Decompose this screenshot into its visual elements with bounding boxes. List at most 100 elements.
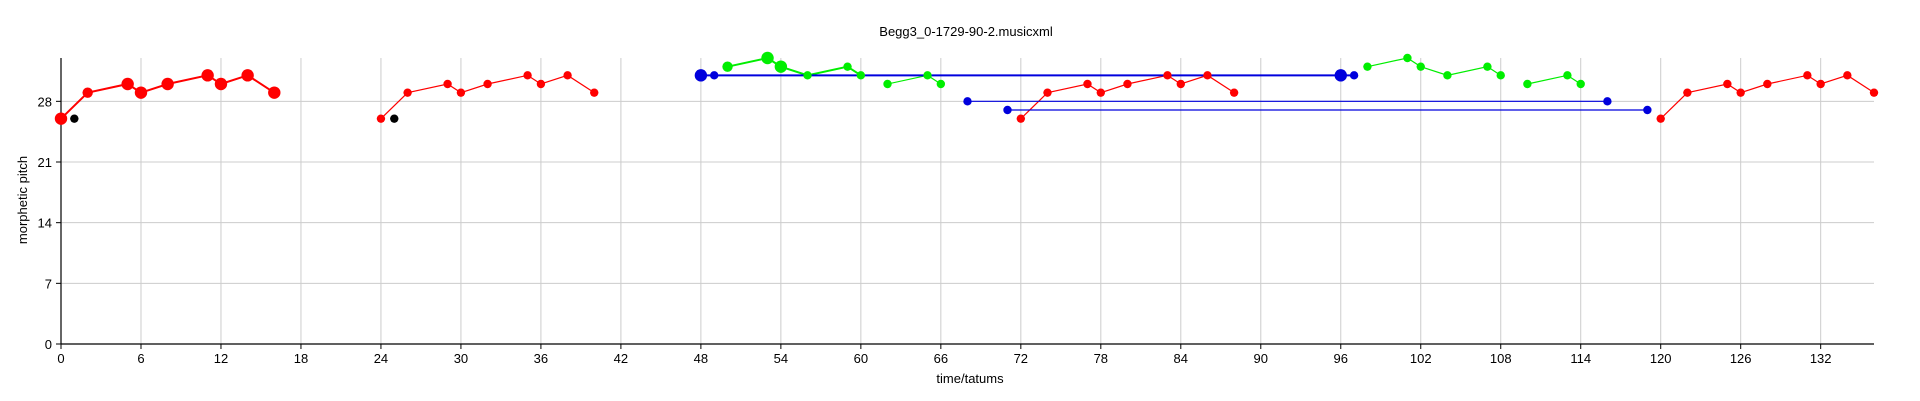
- data-point-green: [1363, 62, 1372, 71]
- series-points: [54, 51, 1879, 125]
- data-point-green: [761, 51, 774, 65]
- data-point-black: [390, 114, 399, 123]
- x-tick-label: 96: [1334, 351, 1348, 366]
- data-point-red: [121, 77, 134, 91]
- data-point-green: [883, 79, 892, 89]
- x-tick-label: 90: [1254, 351, 1268, 366]
- data-point-black: [70, 114, 79, 123]
- data-point-red: [1869, 88, 1879, 97]
- data-point-red: [483, 79, 492, 89]
- data-point-green: [1576, 79, 1585, 89]
- data-point-red: [1043, 88, 1052, 97]
- data-point-red: [1203, 71, 1212, 80]
- x-tick-label: 6: [137, 351, 144, 366]
- data-point-green: [803, 71, 812, 80]
- y-tick-label: 28: [38, 94, 52, 109]
- data-point-green: [856, 71, 866, 80]
- series-line-green: [1367, 57, 1502, 76]
- data-point-red: [1803, 71, 1812, 80]
- data-point-red: [241, 69, 254, 82]
- data-point-green: [1523, 79, 1532, 89]
- data-point-red: [1816, 79, 1825, 89]
- axes: [56, 58, 1874, 349]
- data-point-green: [923, 71, 932, 80]
- data-point-green: [1496, 71, 1505, 80]
- data-point-red: [1843, 71, 1852, 80]
- data-point-blue: [963, 97, 972, 106]
- data-point-red: [563, 71, 572, 80]
- data-point-red: [82, 87, 93, 98]
- x-tick-label: 132: [1810, 351, 1832, 366]
- data-point-red: [1229, 88, 1239, 97]
- data-point-red: [268, 86, 281, 99]
- x-tick-label: 108: [1490, 351, 1512, 366]
- data-point-green: [774, 60, 788, 73]
- x-tick-label: 42: [614, 351, 628, 366]
- data-point-blue: [1003, 105, 1012, 115]
- x-tick-label: 126: [1730, 351, 1752, 366]
- y-tick-label: 0: [45, 337, 52, 352]
- data-point-red: [1163, 71, 1172, 80]
- x-tick-label: 24: [374, 351, 388, 366]
- x-tick-label: 30: [454, 351, 468, 366]
- data-point-red: [201, 69, 214, 82]
- x-tick-label: 72: [1014, 351, 1028, 366]
- x-tick-label: 18: [294, 351, 308, 366]
- x-tick-label: 84: [1174, 351, 1188, 366]
- data-point-blue: [1603, 97, 1612, 106]
- x-tick-label: 60: [854, 351, 868, 366]
- x-tick-label: 114: [1570, 351, 1591, 366]
- y-tick-label: 7: [45, 276, 52, 291]
- data-point-red: [1763, 79, 1772, 89]
- y-tick-label: 21: [38, 155, 52, 170]
- data-point-red: [523, 71, 532, 80]
- data-point-green: [722, 61, 733, 72]
- data-point-blue: [1643, 105, 1652, 115]
- data-point-red: [376, 114, 386, 123]
- data-point-red: [1736, 88, 1745, 97]
- data-point-green: [936, 79, 946, 89]
- y-axis-label: morphetic pitch: [15, 156, 30, 244]
- data-point-red: [1176, 79, 1185, 89]
- data-point-red: [1016, 114, 1026, 123]
- x-tick-label: 0: [57, 351, 64, 366]
- data-point-green: [1416, 62, 1425, 71]
- data-point-green: [1403, 53, 1412, 63]
- data-point-blue: [694, 69, 708, 82]
- data-point-red: [1123, 79, 1132, 89]
- data-point-green: [843, 62, 852, 71]
- x-tick-label: 78: [1094, 351, 1108, 366]
- data-point-blue: [1334, 69, 1347, 82]
- data-point-red: [456, 88, 466, 97]
- data-point-red: [134, 86, 148, 99]
- data-point-blue: [710, 71, 719, 80]
- data-point-green: [1563, 71, 1572, 80]
- series-line-green: [1527, 74, 1582, 85]
- data-point-red: [1656, 114, 1665, 123]
- x-axis-label: time/tatums: [936, 371, 1004, 386]
- chart-title: Begg3_0-1729-90-2.musicxml: [879, 24, 1053, 39]
- data-point-red: [1683, 88, 1692, 97]
- tick-labels: 0 6 12 18 24 30 36 42 48 54 60 66 72 78 84 90 96 102 108 11…: [38, 94, 1832, 366]
- data-point-blue: [1349, 71, 1359, 80]
- x-tick-label: 54: [774, 351, 788, 366]
- x-tick-label: 102: [1410, 351, 1432, 366]
- data-point-red: [161, 77, 174, 91]
- data-point-red: [1723, 79, 1732, 89]
- data-point-red: [1096, 88, 1106, 97]
- data-point-red: [1083, 79, 1092, 89]
- data-point-red: [54, 112, 68, 125]
- data-point-red: [536, 79, 546, 89]
- series-lines: [60, 56, 1875, 120]
- x-tick-label: 66: [934, 351, 948, 366]
- data-point-green: [1443, 71, 1452, 80]
- x-tick-label: 48: [694, 351, 708, 366]
- data-point-red: [443, 79, 452, 89]
- series-line-green: [887, 74, 942, 85]
- series-line-green: [727, 56, 862, 77]
- x-tick-label: 12: [214, 351, 228, 366]
- data-point-red: [214, 77, 228, 91]
- y-tick-label: 14: [38, 216, 52, 231]
- data-point-red: [590, 88, 599, 97]
